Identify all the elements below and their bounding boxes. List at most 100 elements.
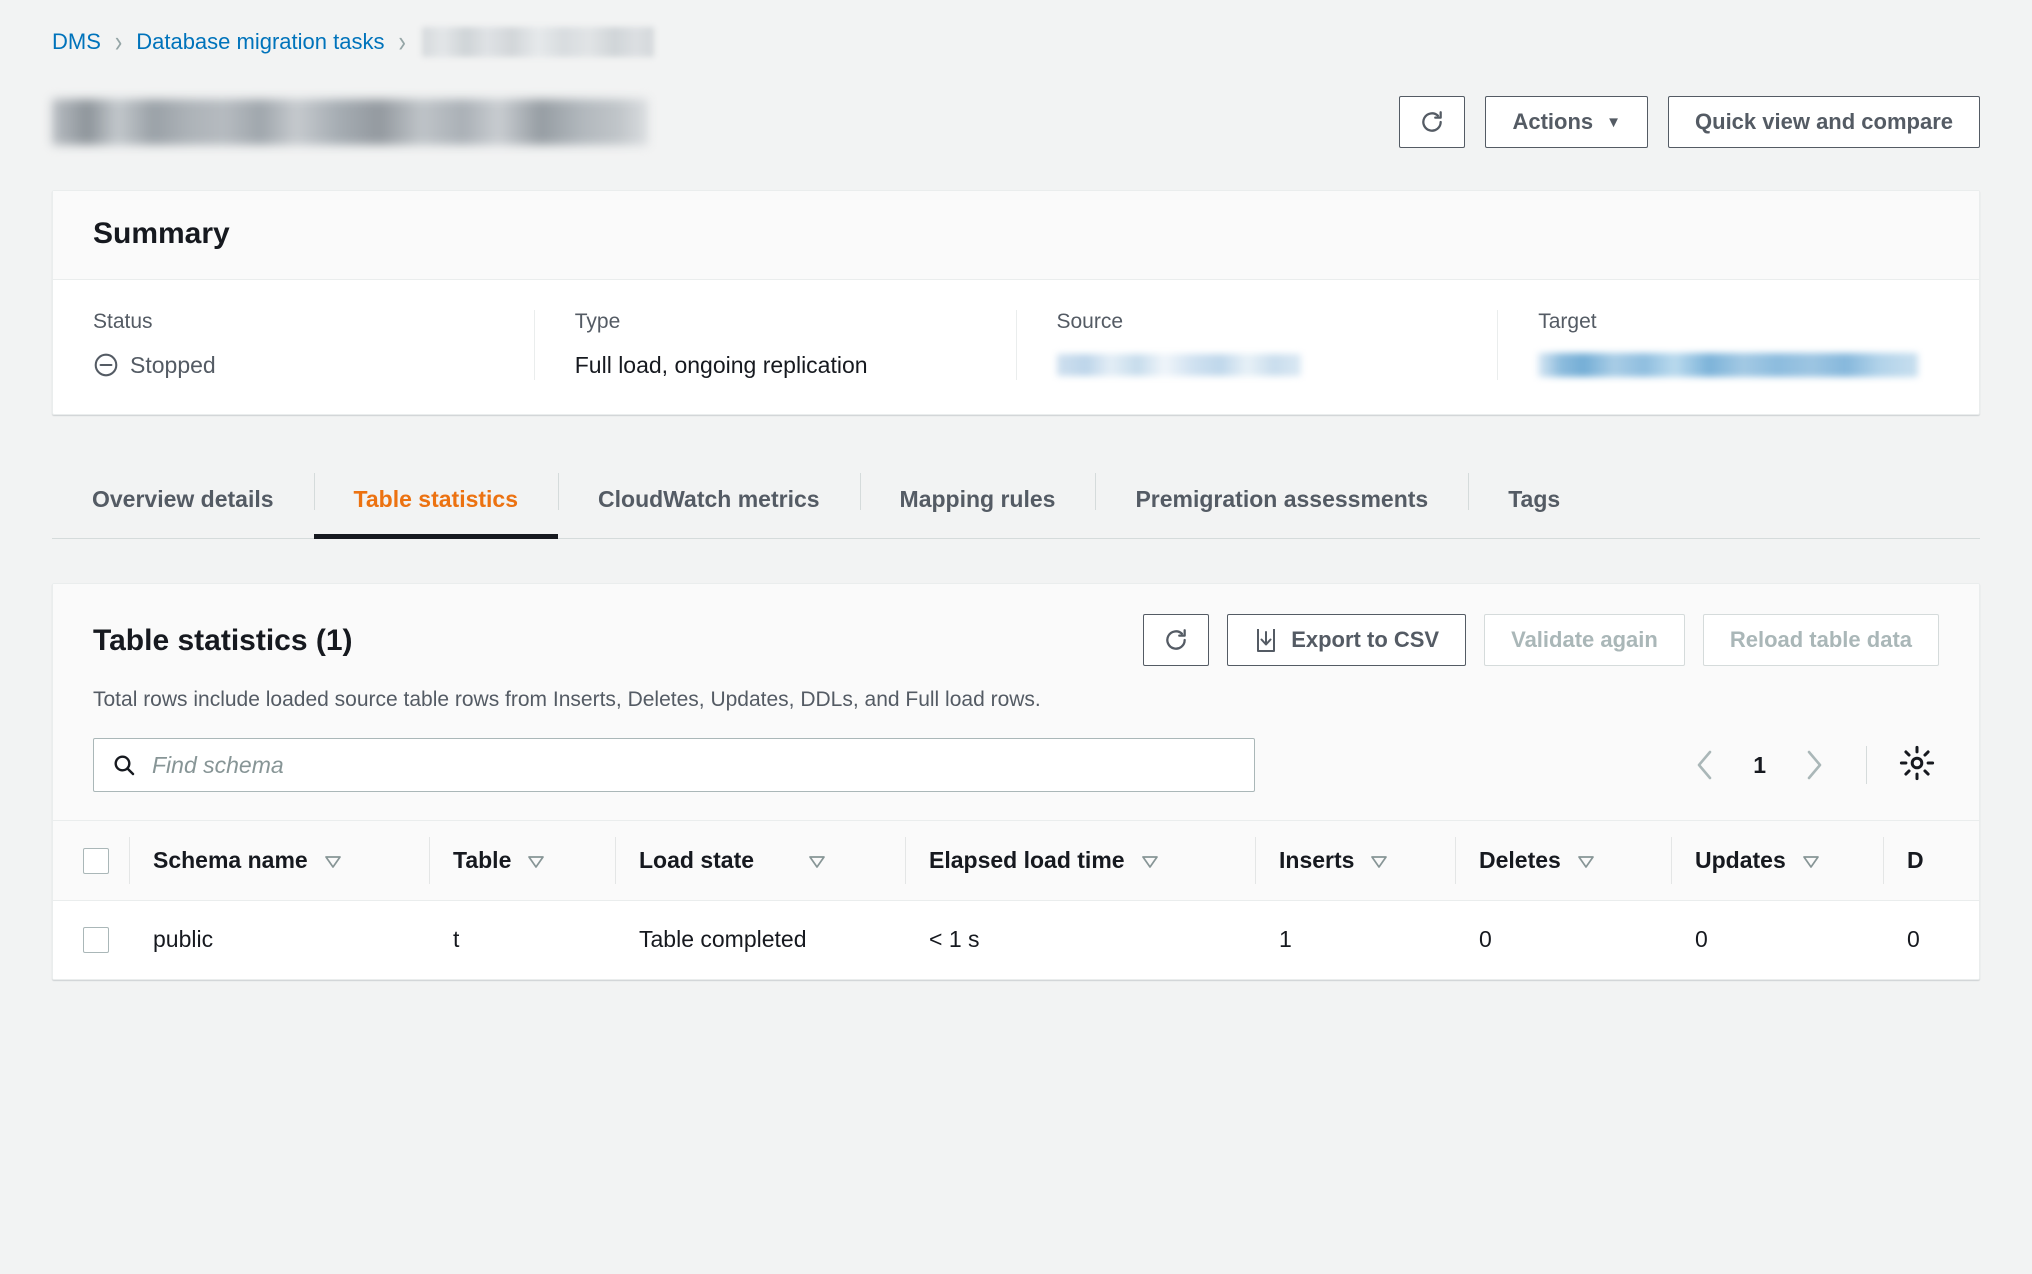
summary-value-type: Full load, ongoing replication: [574, 351, 868, 378]
column-label: Deletes: [1479, 847, 1561, 873]
table-settings-button[interactable]: [1895, 743, 1939, 787]
actions-dropdown-button[interactable]: Actions ▼: [1485, 96, 1649, 148]
target-endpoint-redacted-link[interactable]: [1538, 353, 1919, 377]
breadcrumb-separator-icon: ›: [114, 24, 123, 59]
column-header-schema-name[interactable]: Schema name: [129, 820, 429, 901]
summary-field-target: Target: [1497, 310, 1979, 380]
table-header: Schema name Table Load state: [53, 820, 1979, 901]
table-refresh-button[interactable]: [1143, 614, 1210, 666]
select-all-checkbox[interactable]: [83, 847, 109, 874]
summary-label-status: Status: [93, 310, 153, 333]
refresh-icon: [1163, 627, 1189, 653]
tab-label: Premigration assessments: [1135, 486, 1429, 512]
table-panel-header: Table statistics (1): [53, 584, 1979, 666]
breadcrumb-separator-icon: ›: [398, 24, 406, 59]
chevron-down-icon: ▼: [1606, 113, 1622, 131]
refresh-button[interactable]: [1399, 96, 1466, 148]
column-header-ddls-clipped[interactable]: D: [1883, 820, 1979, 901]
tab-premigration-assessments[interactable]: Premigration assessments: [1095, 461, 1468, 538]
validate-label: Validate again: [1511, 627, 1658, 652]
stopped-icon: [93, 352, 119, 378]
source-endpoint-redacted-link[interactable]: [1056, 354, 1301, 376]
column-label: Elapsed load time: [929, 847, 1125, 873]
column-header-table[interactable]: Table: [429, 820, 615, 901]
table-panel-actions: Export to CSV Validate again Reload tabl…: [1143, 614, 1939, 666]
summary-body: Status Stopped Type Full load, ongoing r…: [53, 280, 1979, 414]
breadcrumb-item-dms[interactable]: DMS: [52, 29, 101, 54]
pagination: 1: [1681, 741, 1939, 789]
tab-label: Table statistics: [353, 486, 519, 512]
breadcrumb-item-task-redacted[interactable]: [421, 27, 654, 57]
summary-field-type: Type Full load, ongoing replication: [533, 310, 1016, 380]
cell-updates: 0: [1671, 900, 1883, 979]
table-body: public t Table completed < 1 s 1 0 0 0: [53, 900, 1979, 979]
row-checkbox[interactable]: [83, 926, 109, 953]
header-actions: Actions ▼ Quick view and compare: [1399, 96, 1980, 148]
table-row[interactable]: public t Table completed < 1 s 1 0 0 0: [53, 900, 1979, 979]
download-icon: [1254, 627, 1278, 653]
search-input[interactable]: Find schema: [93, 738, 1255, 792]
breadcrumb: DMS › Database migration tasks ›: [52, 0, 1980, 62]
column-header-updates[interactable]: Updates: [1671, 820, 1883, 901]
column-header-inserts[interactable]: Inserts: [1255, 820, 1455, 901]
tab-label: CloudWatch metrics: [598, 486, 820, 512]
summary-header: Summary: [53, 191, 1979, 280]
tab-label: Tags: [1508, 486, 1561, 512]
tab-table-statistics[interactable]: Table statistics: [313, 461, 559, 539]
table-panel-description: Total rows include loaded source table r…: [53, 666, 1979, 712]
quick-view-label: Quick view and compare: [1695, 109, 1953, 134]
tab-overview-details[interactable]: Overview details: [52, 461, 314, 538]
cell-elapsed-load-time: < 1 s: [905, 900, 1255, 979]
search-icon: [112, 753, 136, 777]
tab-label: Overview details: [92, 486, 274, 512]
column-header-elapsed-load-time[interactable]: Elapsed load time: [905, 820, 1255, 901]
column-label: Table: [453, 847, 512, 873]
tab-cloudwatch-metrics[interactable]: CloudWatch metrics: [558, 461, 860, 538]
sort-descending-icon: [1371, 855, 1388, 868]
tab-mapping-rules[interactable]: Mapping rules: [859, 461, 1096, 538]
summary-field-source: Source: [1015, 310, 1498, 380]
tab-bar: Overview details Table statistics CloudW…: [52, 461, 1980, 539]
summary-field-status: Status Stopped: [53, 310, 534, 380]
actions-label: Actions: [1512, 109, 1594, 134]
search-placeholder: Find schema: [152, 751, 284, 778]
summary-value-target: [1538, 350, 1939, 380]
column-label: Load state: [639, 847, 755, 873]
cell-schema-name: public: [129, 900, 429, 979]
summary-heading: Summary: [93, 217, 230, 250]
refresh-icon: [1419, 109, 1445, 135]
column-header-load-state[interactable]: Load state: [615, 820, 905, 901]
sort-descending-icon: [1802, 855, 1819, 868]
select-all-header: [53, 820, 129, 901]
pagination-prev-button[interactable]: [1681, 741, 1729, 789]
reload-table-data-button[interactable]: Reload table data: [1702, 614, 1939, 666]
breadcrumb-item-database-migration-tasks[interactable]: Database migration tasks: [136, 29, 385, 54]
tab-tags[interactable]: Tags: [1468, 461, 1600, 538]
export-to-csv-button[interactable]: Export to CSV: [1227, 614, 1467, 666]
validate-again-button[interactable]: Validate again: [1484, 614, 1685, 666]
status-badge: Stopped: [130, 351, 216, 378]
column-label: Inserts: [1279, 847, 1355, 873]
summary-label-type: Type: [574, 310, 621, 333]
column-label: D: [1907, 847, 1924, 873]
cell-table: t: [429, 900, 615, 979]
summary-label-source: Source: [1056, 310, 1124, 333]
pagination-page-number[interactable]: 1: [1753, 751, 1766, 778]
sort-descending-icon: [528, 855, 545, 868]
table-statistics-table: Schema name Table Load state: [53, 820, 1979, 979]
export-label: Export to CSV: [1291, 627, 1440, 652]
table-panel-title: Table statistics (1): [93, 624, 353, 657]
table-statistics-panel: Table statistics (1): [52, 583, 1980, 980]
column-header-deletes[interactable]: Deletes: [1455, 820, 1671, 901]
pagination-next-button[interactable]: [1790, 741, 1838, 789]
page-title-redacted: [52, 99, 648, 145]
sort-descending-icon: [324, 855, 341, 868]
cell-ddls-clipped: 0: [1883, 900, 1979, 979]
sort-descending-icon: [1577, 855, 1594, 868]
tab-label: Mapping rules: [899, 486, 1056, 512]
quick-view-and-compare-button[interactable]: Quick view and compare: [1668, 96, 1980, 148]
cell-load-state: Table completed: [615, 900, 905, 979]
summary-label-target: Target: [1538, 310, 1597, 333]
cell-deletes: 0: [1455, 900, 1671, 979]
